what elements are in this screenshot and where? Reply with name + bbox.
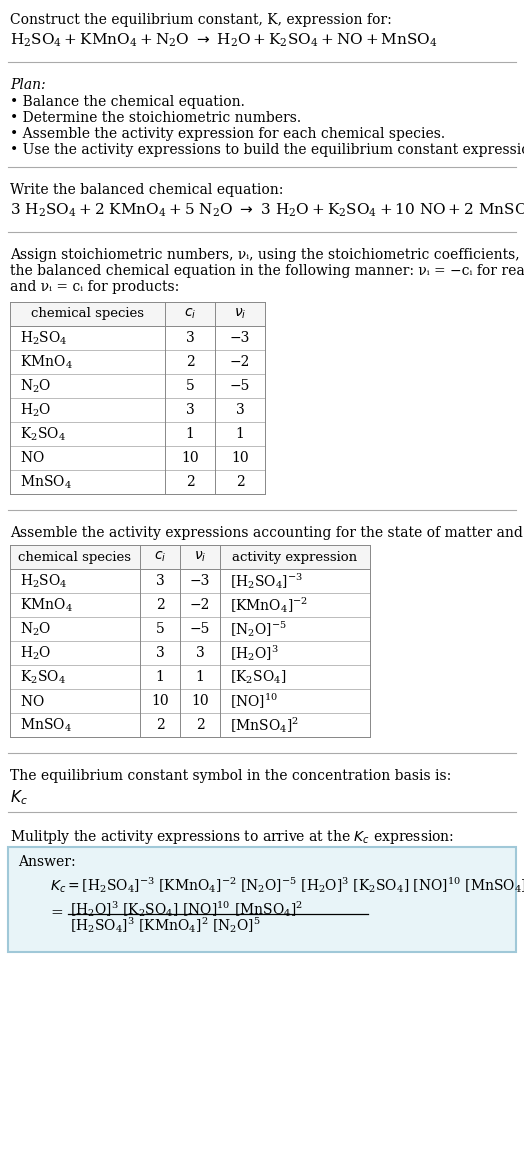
- Text: $\mathregular{N_2O}$: $\mathregular{N_2O}$: [20, 377, 51, 394]
- Text: $\mathregular{[N_2O]^{-5}}$: $\mathregular{[N_2O]^{-5}}$: [230, 619, 287, 638]
- Text: $\mathregular{H_2SO_4}$: $\mathregular{H_2SO_4}$: [20, 329, 68, 347]
- Text: $\mathregular{3\ H_2SO_4 + 2\ KMnO_4 + 5\ N_2O}$ $\rightarrow$ $\mathregular{3\ : $\mathregular{3\ H_2SO_4 + 2\ KMnO_4 + 5…: [10, 202, 524, 220]
- Text: $\mathregular{H_2O}$: $\mathregular{H_2O}$: [20, 401, 51, 419]
- Text: Assemble the activity expressions accounting for the state of matter and νᵢ:: Assemble the activity expressions accoun…: [10, 526, 524, 540]
- Text: $\mathregular{[H_2O]^3\ [K_2SO_4]\ [NO]^{10}\ [MnSO_4]^2}$: $\mathregular{[H_2O]^3\ [K_2SO_4]\ [NO]^…: [70, 899, 303, 919]
- Text: 1: 1: [195, 670, 204, 684]
- Text: $\mathregular{[H_2SO_4]^3\ [KMnO_4]^2\ [N_2O]^5}$: $\mathregular{[H_2SO_4]^3\ [KMnO_4]^2\ […: [70, 915, 261, 935]
- Text: • Use the activity expressions to build the equilibrium constant expression.: • Use the activity expressions to build …: [10, 143, 524, 157]
- Text: $\mathregular{H_2SO_4}$: $\mathregular{H_2SO_4}$: [20, 572, 68, 590]
- Text: the balanced chemical equation in the following manner: νᵢ = −cᵢ for reactants: the balanced chemical equation in the fo…: [10, 264, 524, 278]
- Text: $\mathregular{[MnSO_4]^2}$: $\mathregular{[MnSO_4]^2}$: [230, 715, 299, 735]
- Text: • Assemble the activity expression for each chemical species.: • Assemble the activity expression for e…: [10, 127, 445, 141]
- Text: $\mathregular{[H_2O]^3}$: $\mathregular{[H_2O]^3}$: [230, 643, 279, 663]
- Text: $\mathregular{[NO]^{10}}$: $\mathregular{[NO]^{10}}$: [230, 692, 278, 711]
- Bar: [10, 302, 265, 326]
- Text: $\mathregular{MnSO_4}$: $\mathregular{MnSO_4}$: [20, 473, 72, 491]
- Text: 1: 1: [156, 670, 165, 684]
- Text: 2: 2: [185, 475, 194, 488]
- Text: $K_c$: $K_c$: [10, 789, 28, 807]
- Text: Plan:: Plan:: [10, 78, 46, 92]
- Text: 3: 3: [236, 404, 244, 418]
- Text: Construct the equilibrium constant, K, expression for:: Construct the equilibrium constant, K, e…: [10, 13, 392, 27]
- Text: and νᵢ = cᵢ for products:: and νᵢ = cᵢ for products:: [10, 280, 179, 294]
- Text: activity expression: activity expression: [233, 550, 357, 564]
- Text: $\mathregular{H_2SO_4 + KMnO_4 + N_2O}$ $\rightarrow$ $\mathregular{H_2O + K_2SO: $\mathregular{H_2SO_4 + KMnO_4 + N_2O}$ …: [10, 33, 438, 49]
- Text: $\mathregular{NO}$: $\mathregular{NO}$: [20, 693, 45, 708]
- Text: Assign stoichiometric numbers, νᵢ, using the stoichiometric coefficients, cᵢ, fr: Assign stoichiometric numbers, νᵢ, using…: [10, 248, 524, 262]
- Text: 3: 3: [156, 575, 165, 588]
- Text: 5: 5: [156, 622, 165, 636]
- Text: 3: 3: [195, 645, 204, 659]
- Text: −5: −5: [190, 622, 210, 636]
- Text: −2: −2: [230, 355, 250, 369]
- Text: • Balance the chemical equation.: • Balance the chemical equation.: [10, 95, 245, 109]
- Text: 10: 10: [191, 694, 209, 708]
- Text: 2: 2: [156, 718, 165, 732]
- Text: $\mathregular{MnSO_4}$: $\mathregular{MnSO_4}$: [20, 716, 72, 734]
- Text: −3: −3: [190, 575, 210, 588]
- Text: 1: 1: [185, 427, 194, 441]
- Text: $K_c = \mathregular{[H_2SO_4]^{-3}\ [KMnO_4]^{-2}\ [N_2O]^{-5}\ [H_2O]^3\ [K_2SO: $K_c = \mathregular{[H_2SO_4]^{-3}\ [KMn…: [50, 875, 524, 894]
- Text: $c_i$: $c_i$: [154, 550, 166, 564]
- Text: $\mathregular{H_2O}$: $\mathregular{H_2O}$: [20, 644, 51, 662]
- Text: 2: 2: [195, 718, 204, 732]
- Text: 1: 1: [236, 427, 244, 441]
- Text: $\nu_i$: $\nu_i$: [194, 550, 206, 564]
- Text: −2: −2: [190, 598, 210, 612]
- Text: Write the balanced chemical equation:: Write the balanced chemical equation:: [10, 183, 283, 197]
- Text: chemical species: chemical species: [31, 307, 144, 321]
- Text: $\mathregular{[H_2SO_4]^{-3}}$: $\mathregular{[H_2SO_4]^{-3}}$: [230, 571, 303, 591]
- Text: 3: 3: [185, 331, 194, 345]
- Text: 3: 3: [185, 404, 194, 418]
- Text: Mulitply the activity expressions to arrive at the $K_c$ expression:: Mulitply the activity expressions to arr…: [10, 828, 454, 846]
- Text: −3: −3: [230, 331, 250, 345]
- Text: $\mathregular{NO}$: $\mathregular{NO}$: [20, 450, 45, 465]
- Text: $\mathregular{KMnO_4}$: $\mathregular{KMnO_4}$: [20, 354, 73, 371]
- Text: =: =: [50, 906, 63, 920]
- Text: −5: −5: [230, 379, 250, 393]
- Text: Answer:: Answer:: [18, 855, 75, 869]
- Text: 2: 2: [156, 598, 165, 612]
- FancyBboxPatch shape: [8, 847, 516, 952]
- Text: 10: 10: [151, 694, 169, 708]
- Text: • Determine the stoichiometric numbers.: • Determine the stoichiometric numbers.: [10, 110, 301, 124]
- Bar: [10, 545, 370, 569]
- Text: 10: 10: [181, 451, 199, 465]
- Text: $\mathregular{KMnO_4}$: $\mathregular{KMnO_4}$: [20, 597, 73, 614]
- Text: $c_i$: $c_i$: [184, 307, 196, 321]
- Text: $\mathregular{N_2O}$: $\mathregular{N_2O}$: [20, 620, 51, 637]
- Text: The equilibrium constant symbol in the concentration basis is:: The equilibrium constant symbol in the c…: [10, 769, 451, 783]
- Text: 2: 2: [185, 355, 194, 369]
- Text: 10: 10: [231, 451, 249, 465]
- Text: 5: 5: [185, 379, 194, 393]
- Text: $\mathregular{K_2SO_4}$: $\mathregular{K_2SO_4}$: [20, 669, 66, 686]
- Text: chemical species: chemical species: [18, 550, 132, 564]
- Text: $\mathregular{[KMnO_4]^{-2}}$: $\mathregular{[KMnO_4]^{-2}}$: [230, 595, 308, 615]
- Text: 3: 3: [156, 645, 165, 659]
- Text: 2: 2: [236, 475, 244, 488]
- Text: $\nu_i$: $\nu_i$: [234, 307, 246, 321]
- Text: $\mathregular{[K_2SO_4]}$: $\mathregular{[K_2SO_4]}$: [230, 669, 286, 686]
- Text: $\mathregular{K_2SO_4}$: $\mathregular{K_2SO_4}$: [20, 426, 66, 443]
